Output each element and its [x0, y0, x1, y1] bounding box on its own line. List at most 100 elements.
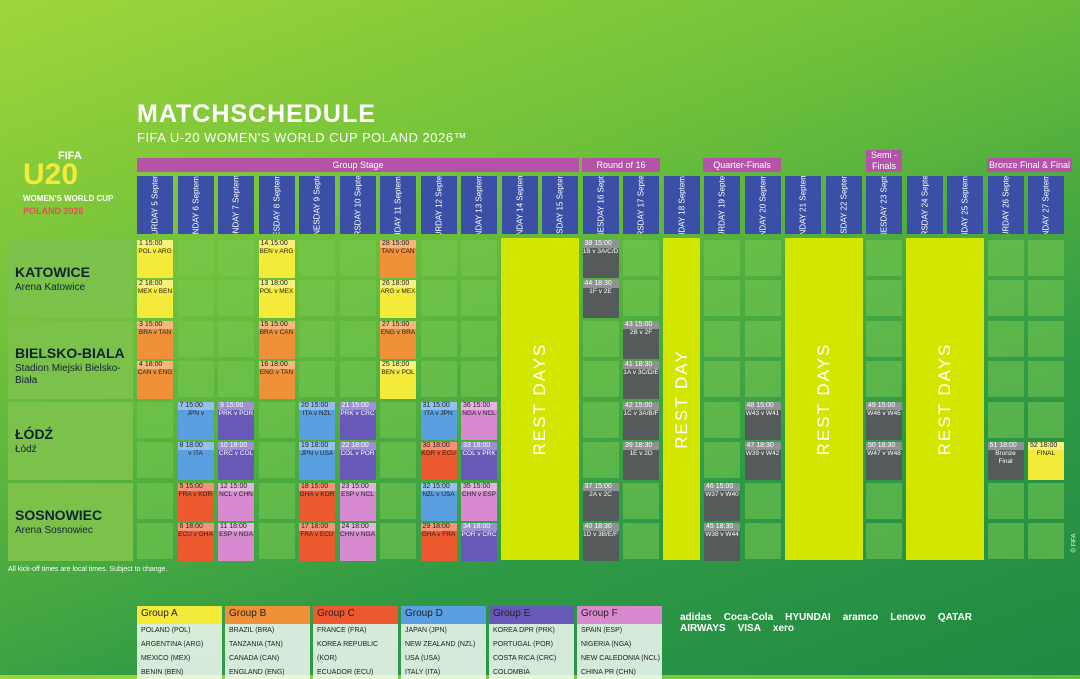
grid-cell [1028, 483, 1064, 519]
team-name: JAPAN (JPN) [405, 627, 447, 634]
day-header: FRIDAY 18 September [663, 176, 700, 234]
match-card[interactable]: 9 15:00 PRK v POR [218, 402, 254, 440]
match-card[interactable]: 2 18:00 MEX v BEN [137, 280, 173, 318]
grid-cell [380, 483, 416, 519]
match-card[interactable]: 12 15:00 NCL v CHN [218, 483, 254, 521]
match-number-time: 52 18:00 [1028, 442, 1064, 450]
day-label: WEDNESDAY 9 September [312, 176, 322, 234]
match-card[interactable]: 39 18:30 1E v 2D [623, 442, 659, 480]
grid-cell [623, 483, 659, 519]
match-card[interactable]: 45 18:30 W38 v W44 [704, 523, 740, 561]
grid-cell [461, 280, 497, 316]
grid-cell [258, 483, 295, 519]
team-name: MEXICO (MEX) [141, 655, 191, 662]
match-card[interactable]: 22 18:00 COL v POR [339, 442, 376, 480]
match-number-time: 26 18:00 [380, 280, 416, 288]
match-card[interactable]: 15 15:00 BRA v CAN [258, 321, 295, 359]
grid-cell [987, 321, 1024, 357]
match-card[interactable]: 21 15:00 PRK v CRC [339, 402, 376, 440]
match-card[interactable]: 27 15:00 ENG v BRA [380, 321, 416, 359]
match-card[interactable]: 17 18:00 FRA v ECU [299, 523, 335, 561]
group-teams: JAPAN (JPN) NEW ZEALAND (NZL) USA (USA) ITA… [401, 624, 486, 679]
match-teams: POL v MEX [259, 288, 294, 295]
match-card[interactable]: 18 15:00 GHA v KOR [299, 483, 335, 521]
match-card[interactable]: 20 15:00 ITA v NZL [299, 402, 335, 440]
logo-main: U20 [23, 158, 79, 191]
grid-cell [987, 402, 1024, 438]
match-card[interactable]: 8 18:00 v ITA [177, 442, 214, 480]
venue-bielsko: BIELSKO-BIALA Stadion Miejski Bielsko-Bia… [8, 321, 133, 399]
match-card[interactable]: 44 18:30 1F v 2E [582, 280, 619, 318]
match-card[interactable]: 33 18:00 COL v PRK [461, 442, 497, 480]
match-card[interactable]: 52 18:00 FINAL [1028, 442, 1064, 480]
match-card[interactable]: 6 18:00 ECU v GHA [177, 523, 214, 561]
sponsor-logo: Lenovo [890, 612, 926, 623]
match-card[interactable]: 34 18:00 POR v CRC [461, 523, 497, 561]
match-card[interactable]: 50 18:30 W47 v W48 [866, 442, 902, 480]
match-card[interactable]: 23 15:00 ESP v NCL [339, 483, 376, 521]
match-card[interactable]: 35 15:00 CHN v ESP [461, 483, 497, 521]
sponsor-bar: adidas Coca-Cola HYUNDAI aramco Lenovo QATAR … [680, 612, 1020, 634]
match-card[interactable]: 1 15:00 POL v ARG [137, 240, 173, 278]
match-card[interactable]: 42 15:00 1C v 3A/B/F [623, 402, 659, 440]
rest-day-2: REST DAY [663, 238, 700, 560]
match-card[interactable]: 4 18:00 CAN v ENG [137, 361, 173, 399]
stage-r16: Round of 16 [582, 158, 660, 172]
match-card[interactable]: 51 18:00 Bronze Final [987, 442, 1024, 480]
match-card[interactable]: 5 15:00 FRA v KOR [177, 483, 214, 521]
grid-cell [461, 321, 497, 357]
match-card[interactable]: 29 18:00 GHA v FRA [420, 523, 457, 561]
match-card[interactable]: 49 15:00 W46 v W45 [866, 402, 902, 440]
team-name: ECUADOR (ECU) [317, 669, 374, 676]
grid-cell [704, 240, 740, 276]
match-card[interactable]: 16 18:00 ENG v TAN [258, 361, 295, 399]
match-card[interactable]: 36 15:00 NGA v NCL [461, 402, 497, 440]
match-number-time: 16 18:00 [258, 361, 295, 369]
team-name: NEW CALEDONIA (NCL) [581, 655, 660, 662]
grid-cell [420, 321, 457, 357]
match-card[interactable]: 7 15:00 JPN v [177, 402, 214, 440]
match-card[interactable]: 32 15:00 NZL v USA [420, 483, 457, 521]
match-card[interactable]: 11 18:00 ESP v NGA [218, 523, 254, 561]
match-card[interactable]: 46 15:00 W37 v W40 [704, 483, 740, 521]
grid-cell [258, 402, 295, 438]
match-teams: W46 v W45 [867, 410, 901, 417]
match-number-time: 48 15:00 [744, 402, 781, 410]
match-number-time: 20 15:00 [299, 402, 335, 410]
match-card[interactable]: 13 18:00 POL v MEX [258, 280, 295, 318]
match-number-time: 39 18:30 [623, 442, 659, 450]
group-card: Group C FRANCE (FRA) KOREA REPUBLIC (KOR) E… [313, 606, 398, 679]
match-card[interactable]: 40 18:30 1D v 3B/E/F [582, 523, 619, 561]
rest-label: REST DAYS [530, 342, 549, 456]
match-card[interactable]: 48 15:00 W43 v W41 [744, 402, 781, 440]
match-card[interactable]: 24 18:00 CHN v NGA [339, 523, 376, 561]
match-card[interactable]: 37 15:00 2A v 2C [582, 483, 619, 521]
page-title: MATCHSCHEDULE [137, 100, 376, 128]
match-card[interactable]: 26 18:00 ARG v MEX [380, 280, 416, 318]
grid-cell [744, 280, 781, 316]
match-card[interactable]: 25 18:00 BEN v POL [380, 361, 416, 399]
team-name: CHINA PR (CHN) [581, 669, 636, 676]
match-card[interactable]: 31 15:00 ITA v JPN [420, 402, 457, 440]
match-card[interactable]: 3 15:00 BRA v TAN [137, 321, 173, 359]
grid-cell [744, 361, 781, 397]
venue-stadium: Arena Katowice [15, 282, 86, 293]
day-label: SATURDAY 5 September [150, 176, 160, 234]
venue-sosnowiec: SOSNOWIEC Arena Sosnowiec [8, 483, 133, 561]
match-card[interactable]: 41 18:30 1A v 3C/D/E [623, 361, 659, 399]
day-header: SUNDAY 13 September [461, 176, 497, 234]
match-card[interactable]: 10 18:00 CRC v COL [218, 442, 254, 480]
match-number-time: 35 15:00 [461, 483, 497, 491]
match-card[interactable]: 28 15:00 TAN v CAN [380, 240, 416, 278]
match-card[interactable]: 14 15:00 BEN v ARG [258, 240, 295, 278]
match-card[interactable]: 47 18:30 W39 v W42 [744, 442, 781, 480]
match-card[interactable]: 19 18:00 JPN v USA [299, 442, 335, 480]
day-label: SUNDAY 27 September [1041, 176, 1051, 234]
group-teams: FRANCE (FRA) KOREA REPUBLIC (KOR) ECUADOR … [313, 624, 398, 679]
group-teams: POLAND (POL) ARGENTINA (ARG) MEXICO (MEX) B… [137, 624, 222, 679]
match-card[interactable]: 43 15:00 2B v 2F [623, 321, 659, 359]
match-teams: NGA v NCL [462, 410, 496, 417]
match-number-time: 5 15:00 [177, 483, 214, 491]
match-card[interactable]: 30 18:00 KOR v ECU [420, 442, 457, 480]
match-card[interactable]: 38 15:00 1B v 3A/C/D [582, 240, 619, 278]
